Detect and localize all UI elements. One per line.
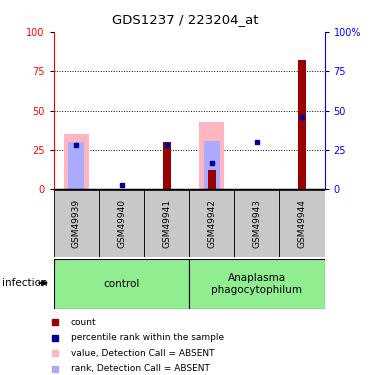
Text: GSM49941: GSM49941 — [162, 199, 171, 248]
Bar — [298, 60, 306, 189]
Bar — [208, 171, 216, 189]
Text: percentile rank within the sample: percentile rank within the sample — [71, 333, 224, 342]
Text: count: count — [71, 318, 96, 327]
Text: control: control — [103, 279, 140, 289]
Text: value, Detection Call = ABSENT: value, Detection Call = ABSENT — [71, 349, 214, 358]
Bar — [189, 259, 325, 309]
Bar — [199, 122, 224, 189]
Text: rank, Detection Call = ABSENT: rank, Detection Call = ABSENT — [71, 364, 210, 374]
Bar — [99, 190, 144, 257]
Text: GSM49940: GSM49940 — [117, 199, 126, 248]
Text: GDS1237 / 223204_at: GDS1237 / 223204_at — [112, 13, 259, 26]
Text: GSM49942: GSM49942 — [207, 199, 216, 248]
Bar — [54, 259, 189, 309]
Bar — [69, 142, 84, 189]
Text: infection: infection — [2, 278, 47, 288]
Bar — [162, 142, 171, 189]
Bar — [204, 141, 220, 189]
Text: GSM49944: GSM49944 — [298, 199, 306, 248]
Bar — [144, 190, 189, 257]
Bar — [279, 190, 325, 257]
Bar — [189, 190, 234, 257]
Bar — [64, 134, 89, 189]
Text: Anaplasma
phagocytophilum: Anaplasma phagocytophilum — [211, 273, 302, 295]
Bar — [54, 190, 99, 257]
Text: GSM49939: GSM49939 — [72, 199, 81, 248]
Text: GSM49943: GSM49943 — [252, 199, 262, 248]
Bar — [234, 190, 279, 257]
